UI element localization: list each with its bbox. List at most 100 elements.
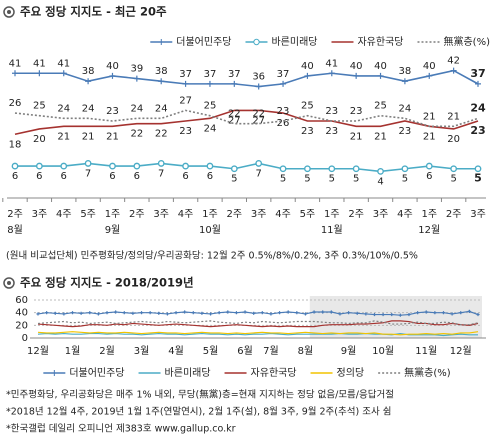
marker [85,78,92,85]
data-label: 5 [231,174,237,185]
data-label: 7 [85,168,91,179]
x-tick-label: 5주 [300,209,316,220]
marker [441,311,446,315]
data-label: 41 [325,58,338,69]
title-icon-dot [7,10,11,14]
marker [398,313,402,317]
data-label: 5 [474,172,482,185]
data-label: 21 [374,131,387,142]
title-icon [3,277,15,289]
marker [433,311,437,315]
legend-label: 無黨층(%) [404,366,451,379]
data-label: 23 [179,126,192,137]
month-label: 10월 [199,224,221,236]
marker [450,165,458,173]
data-label: 23 [277,106,290,117]
data-label: 20 [33,134,46,145]
marker [269,312,273,316]
marker [11,162,19,170]
legend-label: 無黨층(%) [443,35,490,48]
marker [226,310,230,314]
legend-label: 정의당 [337,367,365,379]
legend: 더불어민주당 바른미래당 자유한국당 정의당 無黨층(%) [43,366,451,379]
marker [165,312,170,316]
marker [286,310,290,314]
marker [234,311,239,315]
marker [295,311,299,315]
marker [60,70,67,77]
data-label: 22 [252,109,265,120]
marker [35,162,43,170]
x-tick-label: 7월 [263,345,279,357]
title-icon-dot [7,281,11,285]
data-label: 37 [204,69,217,80]
marker [312,310,316,314]
data-label: 24 [470,101,486,114]
marker [407,312,411,317]
marker [200,311,204,315]
marker [191,311,195,315]
marker [230,165,238,173]
data-label: 24 [130,103,143,114]
series-line [37,320,479,328]
marker [206,80,213,87]
data-label: 41 [33,58,46,69]
data-label: 27 [252,115,265,126]
marker [139,311,144,315]
footnote: *한국갤럽 데일리 오피니언 제383호 www.gallup.co.kr [6,423,236,435]
marker [475,80,481,87]
marker [217,311,221,315]
marker [157,160,165,167]
marker [425,162,433,170]
marker [182,80,189,87]
marker [12,70,18,77]
data-label: 6 [12,171,18,182]
marker [377,72,384,79]
x-tick-label: 1월 [65,345,81,357]
data-label: 5 [280,174,286,185]
series-line [37,320,479,326]
series-line [37,310,479,316]
legend: 더불어민주당 바른미래당 자유한국당 無黨층(%) [150,35,490,48]
marker [450,312,454,316]
y-tick-label: 20 [15,320,28,331]
marker [424,310,428,314]
y-tick-label: 0 [22,333,28,344]
x-tick-label: 6월 [237,345,253,357]
marker [364,312,368,316]
month-label: 9월 [105,224,121,236]
x-tick-label: 8월 [298,345,314,357]
marker [105,311,109,315]
month-label: 12월 [418,224,440,236]
data-label: 41 [9,58,22,69]
marker [243,310,247,314]
marker [303,312,308,316]
x-tick-label: 3주 [373,209,389,220]
legend-marker [158,39,165,45]
data-label: 23 [350,106,363,117]
x-tick-label: 3월 [134,345,150,357]
data-label: 25 [204,101,217,112]
data-label: 5 [450,174,456,185]
data-label: 24 [155,103,168,114]
series-line [14,109,479,128]
data-label: 21 [82,131,95,142]
marker [474,165,482,173]
x-tick-label: 2주 [446,209,462,220]
marker [183,310,187,314]
data-label: 40 [374,61,387,72]
marker [114,310,118,314]
data-label: 40 [350,61,363,72]
data-label: 7 [158,168,164,179]
marker [381,312,385,317]
note: (원내 비교섭단체) 민주평화당/정의당/우리공화당: 12월 2주 0.5%/… [6,250,418,262]
data-label: 5 [353,174,359,185]
marker [321,310,325,314]
x-tick-label: 4주 [178,209,194,220]
marker [158,78,165,85]
data-label: 21 [423,111,436,122]
highlight-region [309,296,482,338]
data-label: 21 [447,111,460,122]
data-label: 37 [179,69,192,80]
